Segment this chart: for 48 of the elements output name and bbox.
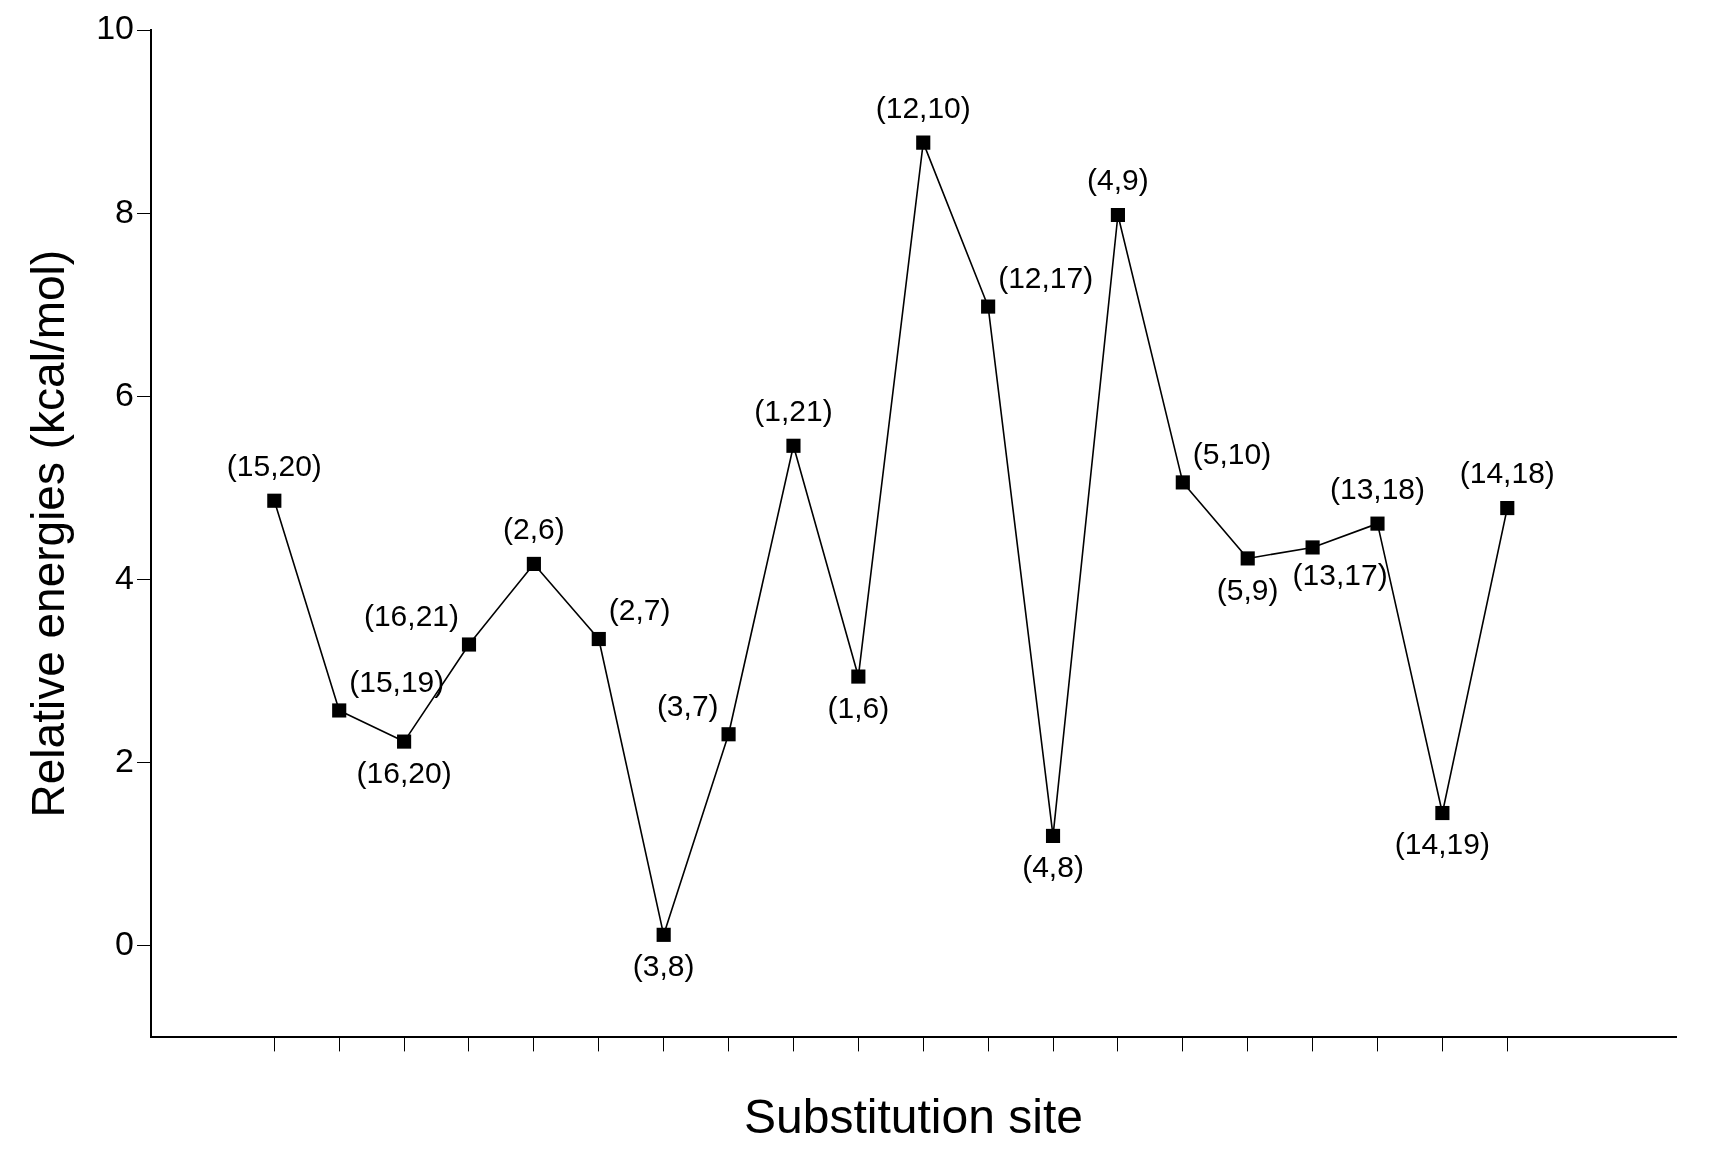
annotation: (1,21): [754, 394, 833, 428]
annotation: (4,8): [1022, 850, 1084, 884]
y-tick-label: 0: [115, 924, 135, 963]
point: [1240, 551, 1255, 566]
point: [1370, 516, 1385, 531]
y-tick-label: 2: [115, 741, 135, 780]
annotation: (16,20): [356, 755, 452, 789]
annotation: (15,20): [226, 449, 322, 482]
annotation: (4,9): [1087, 163, 1149, 197]
x-axis-title: Substitution site: [744, 1090, 1083, 1144]
y-axis-title: Relative energies (kcal/mol): [22, 249, 75, 818]
point: [332, 703, 347, 718]
y-tick-label: 6: [115, 374, 135, 413]
point: [591, 631, 606, 647]
annotation: (5,10): [1192, 436, 1272, 470]
point: [786, 438, 801, 453]
point: [1500, 500, 1515, 516]
annotation: (14,18): [1459, 456, 1555, 490]
annotation: (13,18): [1329, 471, 1426, 505]
annotation: (15,19): [349, 664, 445, 698]
annotation: (2,7): [608, 593, 671, 627]
annotation: (1,6): [827, 690, 890, 724]
point: [267, 493, 282, 508]
annotation: (3,8): [632, 949, 695, 983]
point: [851, 669, 866, 684]
annotation: (2,6): [503, 512, 565, 546]
annotation: (3,7): [656, 688, 719, 722]
point: [916, 135, 931, 150]
point: [1045, 828, 1061, 843]
point: [1110, 207, 1125, 223]
point: [1435, 805, 1450, 821]
point: [656, 927, 671, 942]
point: [1175, 475, 1190, 490]
y-tick-label: 8: [115, 191, 135, 230]
annotation: (13,17): [1292, 557, 1388, 591]
point: [461, 637, 477, 652]
annotation: (12,10): [875, 90, 971, 124]
point: [526, 556, 541, 571]
point: [397, 734, 412, 749]
annotation: (14,19): [1394, 827, 1490, 861]
point: [1305, 540, 1320, 555]
annotation: (5,9): [1216, 572, 1279, 606]
y-tick-label: 4: [115, 557, 135, 596]
annotation: (16,21): [363, 598, 459, 632]
point: [721, 727, 736, 742]
y-tick-label: 10: [96, 8, 135, 47]
annotation: (12,17): [998, 260, 1094, 294]
point: [981, 299, 996, 314]
